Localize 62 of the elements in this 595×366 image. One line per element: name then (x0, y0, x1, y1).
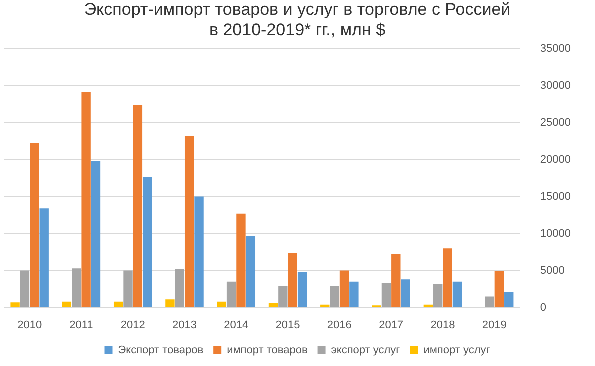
bar (226, 282, 236, 308)
legend-label: импорт услуг (424, 344, 490, 357)
y-tick-label: 35000 (540, 42, 572, 55)
x-tick-label: 2011 (70, 319, 94, 332)
bar (62, 302, 72, 308)
bar (320, 304, 330, 308)
bar (340, 270, 350, 308)
bar (452, 282, 462, 308)
bar (184, 136, 194, 308)
text: Экспорт-импорт товаров и услуг в торговле с Россией (84, 0, 511, 19)
bar (20, 270, 30, 308)
legend-label: импорт товаров (227, 344, 308, 357)
bar (350, 282, 359, 308)
bar (434, 284, 443, 308)
legend-label: Экспорт товаров (118, 344, 204, 357)
x-tick-label: 2017 (379, 319, 404, 332)
bar (10, 302, 20, 308)
bar (424, 304, 434, 308)
y-tick-label: 15000 (540, 190, 572, 203)
bar (143, 178, 152, 308)
legend-label: экспорт услуг (331, 344, 400, 357)
y-tick-label: 20000 (540, 154, 572, 166)
bar (443, 248, 452, 308)
bar (30, 144, 40, 308)
bar (72, 268, 82, 308)
bar (504, 292, 514, 308)
bar (485, 296, 494, 308)
bar (401, 280, 410, 308)
bar (166, 300, 175, 308)
bar (268, 303, 278, 308)
y-tick-label: 25000 (540, 116, 572, 129)
x-tick-label: 2012 (120, 319, 146, 332)
bar (124, 270, 133, 308)
bar (278, 286, 288, 308)
bar (217, 302, 226, 308)
bar (330, 286, 340, 308)
bar (288, 253, 298, 308)
bar (298, 272, 308, 308)
bar (175, 269, 184, 308)
x-tick-label: 2019 (482, 319, 507, 332)
y-tick-label: 0 (540, 302, 547, 314)
y-tick-label: 30000 (540, 80, 572, 92)
bar (133, 105, 143, 308)
x-tick-label: 2018 (430, 319, 456, 332)
bar (392, 254, 401, 308)
x-tick-label: 2013 (172, 319, 197, 332)
x-tick-label: 2014 (224, 319, 249, 332)
text: в 2010-2019* гг., млн $ (209, 20, 386, 40)
x-tick-label: 2016 (327, 319, 352, 332)
bar (40, 208, 49, 308)
bar (382, 283, 392, 308)
y-tick-label: 5000 (540, 264, 565, 277)
bar (494, 272, 504, 308)
bar (194, 196, 204, 308)
x-tick-label: 2015 (276, 319, 300, 332)
bar (246, 236, 256, 308)
y-tick-label: 10000 (540, 228, 572, 240)
bar (91, 161, 101, 308)
x-tick-label: 2010 (18, 319, 42, 332)
bar (114, 302, 124, 308)
bar (82, 92, 91, 308)
bar (236, 214, 246, 308)
